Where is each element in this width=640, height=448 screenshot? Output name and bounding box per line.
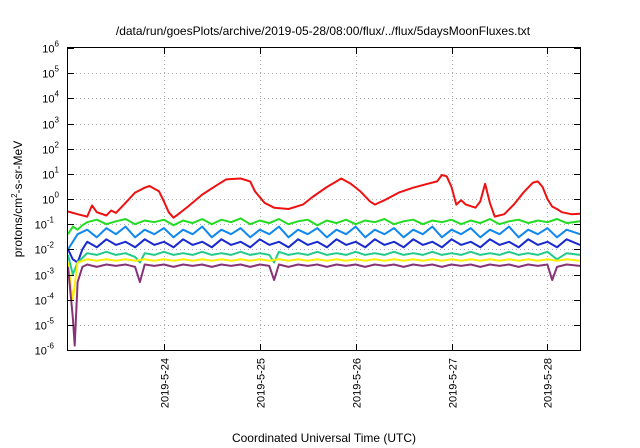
y-tick-label: 10-2 — [35, 241, 55, 257]
y-tick-label-exponent: -6 — [47, 342, 55, 351]
plot-frame — [67, 47, 581, 351]
x-tick-label: 2019-5-24 — [160, 358, 172, 408]
y-tick-label-base: 10 — [42, 195, 54, 207]
series-line-1 — [67, 174, 581, 219]
y-tick-label-exponent: 5 — [55, 65, 60, 74]
y-tick-label-exponent: -3 — [47, 267, 55, 276]
y-tick-label: 101 — [42, 166, 59, 182]
y-tick-label-base: 10 — [42, 94, 54, 106]
series-line-3 — [67, 225, 581, 250]
y-tick-label-base: 10 — [35, 271, 47, 283]
grid-lines — [68, 48, 580, 350]
y-tick-label: 10-1 — [35, 216, 55, 232]
y-axis-title: protons/cm2-s-sr-MeV — [10, 141, 25, 257]
y-tick-label-exponent: 1 — [55, 166, 60, 175]
y-axis-title-base: protons/cm — [11, 198, 25, 257]
y-tick-label: 10-5 — [35, 317, 55, 333]
y-tick-label: 10-6 — [35, 342, 55, 358]
chart-title: /data/run/goesPlots/archive/2019-05-28/0… — [116, 24, 531, 38]
y-tick-label-exponent: 3 — [55, 116, 60, 125]
y-tick-label: 102 — [42, 141, 59, 157]
axes: 10610510410310210110010-110-210-310-410-… — [35, 40, 580, 408]
x-tick-label: 2019-5-25 — [256, 358, 268, 408]
y-tick-label-base: 10 — [35, 220, 47, 232]
x-tick-label: 2019-5-27 — [448, 358, 460, 408]
y-tick-label-exponent: 4 — [55, 90, 60, 99]
x-tick-label: 2019-5-26 — [352, 358, 364, 408]
y-tick-label: 103 — [42, 116, 59, 132]
y-tick-label-base: 10 — [42, 44, 54, 56]
y-tick-label-base: 10 — [42, 120, 54, 132]
series-line-6 — [67, 258, 581, 301]
y-tick-label-base: 10 — [42, 145, 54, 157]
y-tick-label-exponent: -1 — [47, 216, 55, 225]
y-tick-label-base: 10 — [35, 321, 47, 333]
y-tick-label: 106 — [42, 40, 59, 56]
y-tick-label-base: 10 — [35, 346, 47, 358]
series-line-2 — [67, 217, 581, 235]
series-line-4 — [67, 238, 581, 264]
y-axis-title-sup: 2 — [10, 193, 19, 198]
y-tick-label-base: 10 — [42, 69, 54, 81]
y-tick-label: 100 — [42, 191, 59, 207]
y-tick-label: 104 — [42, 90, 59, 106]
y-tick-label: 10-3 — [35, 267, 55, 283]
y-tick-label-base: 10 — [35, 245, 47, 257]
x-axis-title: Coordinated Universal Time (UTC) — [232, 431, 416, 445]
y-tick-label-base: 10 — [42, 170, 54, 182]
y-axis-title-rest: -s-sr-MeV — [11, 141, 25, 194]
y-tick-label-exponent: 6 — [55, 40, 60, 49]
y-tick-label-base: 10 — [35, 296, 47, 308]
y-tick-label: 10-4 — [35, 292, 55, 308]
y-tick-label: 105 — [42, 65, 59, 81]
series-lines — [67, 174, 581, 347]
y-tick-label-exponent: 0 — [55, 191, 60, 200]
x-tick-label: 2019-5-28 — [543, 358, 555, 408]
series-line-7 — [67, 263, 581, 347]
y-tick-label-exponent: -5 — [47, 317, 55, 326]
y-tick-label-exponent: 2 — [55, 141, 60, 150]
y-tick-label-exponent: -2 — [47, 241, 55, 250]
y-tick-label-exponent: -4 — [47, 292, 55, 301]
